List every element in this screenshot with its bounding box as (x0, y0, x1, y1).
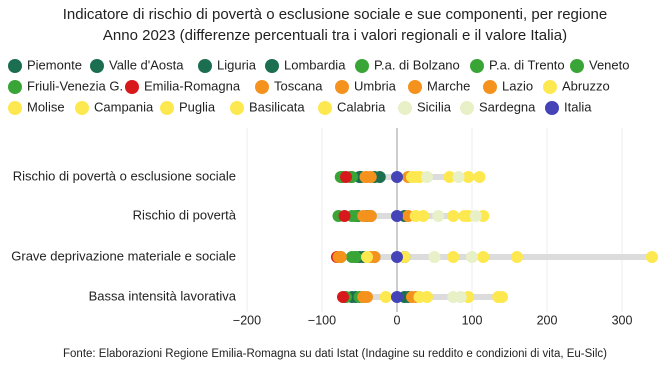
dot (340, 171, 352, 183)
legend-marker (460, 101, 474, 115)
legend-label: Calabria (337, 99, 386, 114)
dot (361, 251, 373, 263)
legend-marker (408, 80, 422, 94)
legend-marker (265, 59, 279, 73)
legend-label: Veneto (589, 57, 630, 72)
legend-marker (470, 59, 484, 73)
legend-marker (398, 101, 412, 115)
legend-label: Sardegna (479, 99, 536, 114)
dot (496, 291, 508, 303)
legend-marker (570, 59, 584, 73)
legend-marker (198, 59, 212, 73)
legend-marker (230, 101, 244, 115)
chart-title: Indicatore di rischio di povertà o esclu… (63, 6, 607, 23)
dot (349, 251, 362, 263)
legend-marker (335, 80, 349, 94)
dot (477, 251, 490, 263)
legend-marker (8, 101, 22, 115)
legend-label: Abruzzo (562, 78, 610, 93)
legend-label: Toscana (274, 78, 323, 93)
legend-marker (8, 80, 22, 94)
dot (338, 210, 351, 222)
legend-marker (255, 80, 269, 94)
dot (447, 251, 460, 263)
dot (452, 171, 465, 183)
dot (469, 210, 482, 222)
legend-label: Marche (427, 78, 470, 93)
dot (466, 251, 478, 263)
dot (428, 251, 441, 263)
dot (447, 210, 460, 222)
dot (391, 171, 403, 183)
y-tick-label: Rischio di povertà (133, 207, 237, 222)
dot (473, 171, 486, 183)
dot (391, 291, 403, 303)
legend-label: Umbria (354, 78, 397, 93)
legend-label: Piemonte (27, 57, 82, 72)
legend-marker (483, 80, 497, 94)
legend-label: Emilia-Romagna (144, 78, 241, 93)
legend-marker (318, 101, 332, 115)
dot (417, 210, 430, 222)
dot (462, 171, 475, 183)
legend-label: Sicilia (417, 99, 452, 114)
legend-label: Liguria (217, 57, 257, 72)
legend-marker (355, 59, 369, 73)
legend-label: Italia (564, 99, 592, 114)
chart-subtitle: Anno 2023 (differenze percentuali tra i … (103, 27, 567, 44)
dot (391, 251, 403, 263)
legend-label: Puglia (179, 99, 216, 114)
legend-label: Molise (27, 99, 65, 114)
dot (432, 210, 445, 222)
legend-label: P.a. di Bolzano (374, 57, 460, 72)
x-tick-label: 100 (462, 313, 483, 327)
dot (332, 251, 345, 263)
dot (421, 171, 433, 183)
legend-label: Friuli-Venezia G. (27, 78, 123, 93)
legend-label: Basilicata (249, 99, 305, 114)
legend-label: P.a. di Trento (489, 57, 565, 72)
x-tick-label: −100 (308, 313, 336, 327)
dot (421, 291, 433, 303)
dot (361, 171, 373, 183)
dot (364, 210, 377, 222)
x-tick-label: 300 (612, 313, 633, 327)
legend-marker (90, 59, 104, 73)
dot (379, 291, 392, 303)
x-tick-label: −200 (233, 313, 261, 327)
legend-marker (545, 101, 559, 115)
y-tick-label: Grave deprivazione materiale e sociale (11, 248, 236, 263)
dot (357, 291, 370, 303)
legend-marker (125, 80, 139, 94)
legend-label: Valle d'Aosta (109, 57, 184, 72)
legend-marker (543, 80, 557, 94)
legend-label: Campania (94, 99, 154, 114)
legend-marker (160, 101, 174, 115)
y-tick-label: Bassa intensità lavorativa (89, 288, 237, 303)
dot (646, 251, 658, 263)
x-tick-label: 0 (394, 313, 401, 327)
y-tick-label: Rischio di povertà o esclusione sociale (13, 168, 236, 183)
dot (443, 171, 456, 183)
legend-marker (75, 101, 89, 115)
dot (511, 251, 523, 263)
legend-marker (8, 59, 22, 73)
legend-label: Lazio (502, 78, 533, 93)
legend-label: Lombardia (284, 57, 346, 72)
dot (391, 210, 403, 222)
source-note: Fonte: Elaborazioni Regione Emilia-Romag… (63, 348, 607, 360)
dot (337, 291, 349, 303)
x-tick-label: 200 (537, 313, 558, 327)
dot (454, 291, 467, 303)
